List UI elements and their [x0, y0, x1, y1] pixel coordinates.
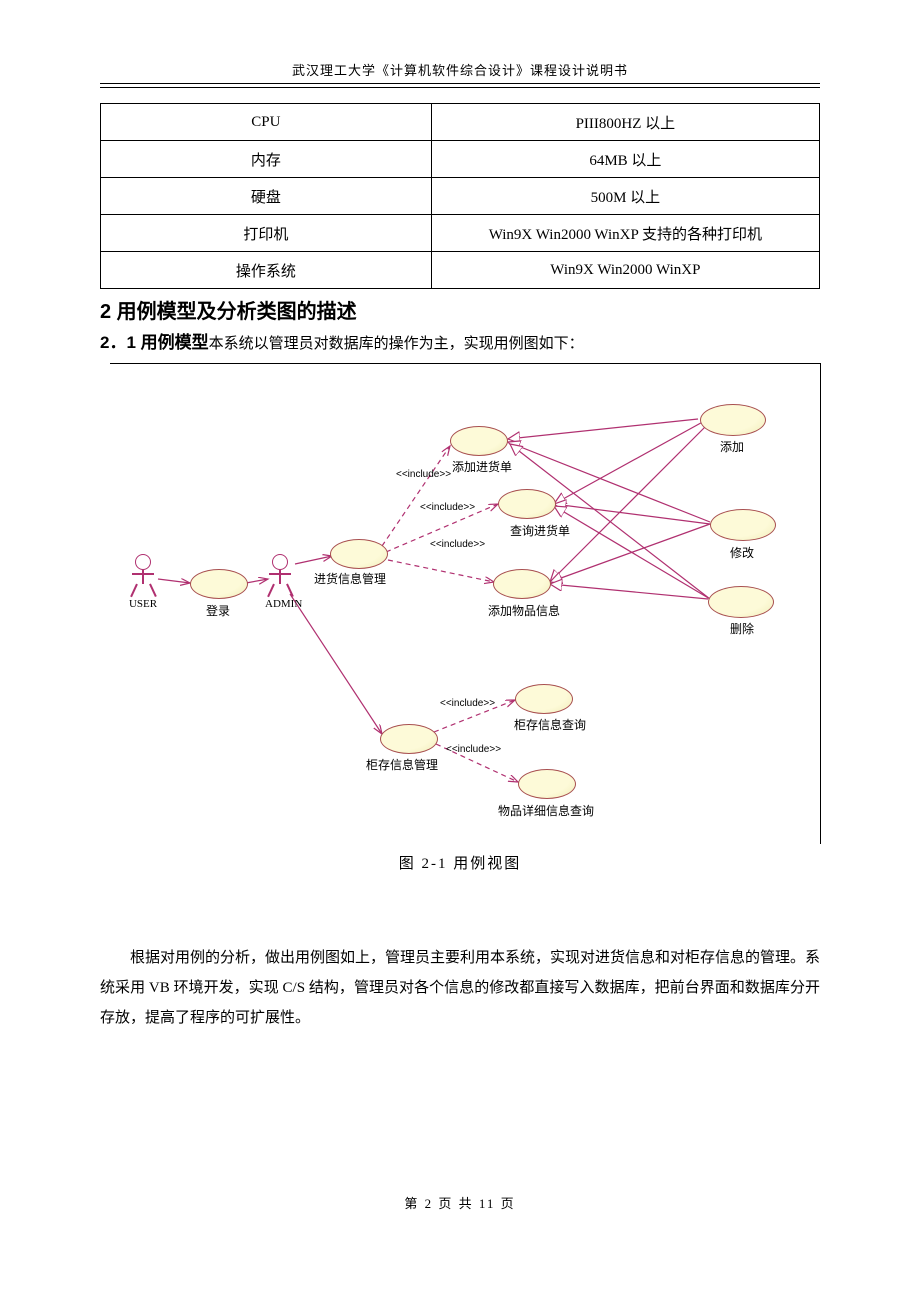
section-2-1-line: 2．1 用例模型本系统以管理员对数据库的操作为主，实现用例图如下：	[100, 328, 820, 353]
use-case-ellipse	[493, 569, 551, 599]
spec-value: PIII800HZ 以上	[431, 104, 819, 141]
use-case-ellipse	[710, 509, 776, 541]
use-case-label: 物品详细信息查询	[498, 802, 594, 819]
use-case-label: 进货信息管理	[314, 570, 386, 587]
table-row: 打印机Win9X Win2000 WinXP 支持的各种打印机	[101, 215, 820, 252]
body-paragraph: 根据对用例的分析，做出用例图如上，管理员主要利用本系统，实现对进货信息和对柜存信…	[100, 943, 820, 1033]
use-case-ellipse	[518, 769, 576, 799]
spec-key: 硬盘	[101, 178, 432, 215]
page: 武汉理工大学《计算机软件综合设计》课程设计说明书 CPUPIII800HZ 以上…	[0, 0, 920, 1252]
section-2-1-title: 2．1 用例模型	[100, 333, 209, 352]
spec-key: 打印机	[101, 215, 432, 252]
use-case-label: 修改	[730, 544, 754, 561]
spec-key: 内存	[101, 141, 432, 178]
use-case-label: 添加进货单	[452, 458, 512, 475]
use-case-ellipse	[450, 426, 508, 456]
header-rule-2	[100, 87, 820, 88]
use-case-ellipse	[708, 586, 774, 618]
table-row: 操作系统Win9X Win2000 WinXP	[101, 252, 820, 289]
table-row: 硬盘500M 以上	[101, 178, 820, 215]
include-label: <<include>>	[440, 698, 495, 709]
include-label: <<include>>	[396, 469, 451, 480]
use-case-ellipse	[498, 489, 556, 519]
page-header: 武汉理工大学《计算机软件综合设计》课程设计说明书	[100, 60, 820, 79]
spec-value: Win9X Win2000 WinXP 支持的各种打印机	[431, 215, 819, 252]
use-case-ellipse	[190, 569, 248, 599]
use-case-ellipse	[330, 539, 388, 569]
actor: USER	[128, 554, 158, 610]
use-case-label: 添加物品信息	[488, 602, 560, 619]
header-rule-1	[100, 83, 820, 84]
table-row: 内存64MB 以上	[101, 141, 820, 178]
use-case-ellipse	[515, 684, 573, 714]
include-label: <<include>>	[420, 502, 475, 513]
diagram-caption: 图 2-1 用例视图	[100, 852, 820, 873]
spec-value: Win9X Win2000 WinXP	[431, 252, 819, 289]
spec-value: 500M 以上	[431, 178, 819, 215]
use-case-diagram: USER ADMIN 登录 进货信息管理 添加进货单查询进货单添加物品信息 添加修改删除柜…	[110, 363, 821, 844]
spec-value: 64MB 以上	[431, 141, 819, 178]
use-case-label: 柜存信息管理	[366, 756, 438, 773]
section-2-title: 2 用例模型及分析类图的描述	[100, 295, 820, 324]
page-footer: 第 2 页 共 11 页	[100, 1193, 820, 1212]
use-case-label: 添加	[720, 438, 744, 455]
include-label: <<include>>	[446, 744, 501, 755]
table-row: CPUPIII800HZ 以上	[101, 104, 820, 141]
section-2-1-text: 本系统以管理员对数据库的操作为主，实现用例图如下：	[209, 336, 584, 352]
actor: ADMIN	[265, 554, 295, 610]
use-case-label: 删除	[730, 620, 754, 637]
use-case-label: 登录	[206, 602, 230, 619]
use-case-ellipse	[700, 404, 766, 436]
include-label: <<include>>	[430, 539, 485, 550]
use-case-ellipse	[380, 724, 438, 754]
spec-table: CPUPIII800HZ 以上内存64MB 以上硬盘500M 以上打印机Win9…	[100, 103, 820, 289]
use-case-label: 查询进货单	[510, 522, 570, 539]
spec-key: CPU	[101, 104, 432, 141]
use-case-label: 柜存信息查询	[514, 716, 586, 733]
spec-key: 操作系统	[101, 252, 432, 289]
